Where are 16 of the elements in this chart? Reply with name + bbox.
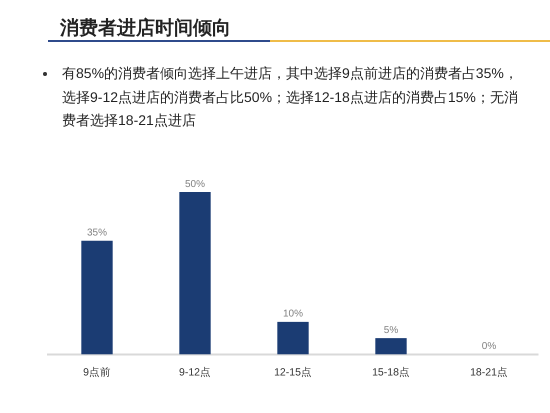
x-tick-label: 12-15点 (274, 366, 312, 379)
x-tick-label: 15-18点 (372, 366, 410, 379)
data-label: 50% (184, 178, 206, 190)
bar (179, 192, 211, 354)
data-label: 10% (282, 308, 304, 320)
x-tick-label: 9-12点 (178, 366, 212, 379)
chart-title: 消费者进店时间倾向 (60, 16, 231, 41)
bar (81, 240, 113, 354)
bar (277, 322, 309, 354)
x-tick-label: 18-21点 (470, 366, 508, 379)
data-label: 5% (384, 324, 398, 336)
x-tick-label: 9点前 (83, 366, 111, 379)
data-label: 0% (482, 341, 496, 352)
bar (375, 338, 407, 354)
chart-subtitle: 有85%的消费者倾向选择上午进店，其中选择9点前进店的消费者占35%，选择9-12点进店的消费者占比50%；选择12-18点进店的消费占15%；无消费者选择18-21点进店 (62, 64, 519, 130)
data-label: 35% (86, 227, 108, 238)
